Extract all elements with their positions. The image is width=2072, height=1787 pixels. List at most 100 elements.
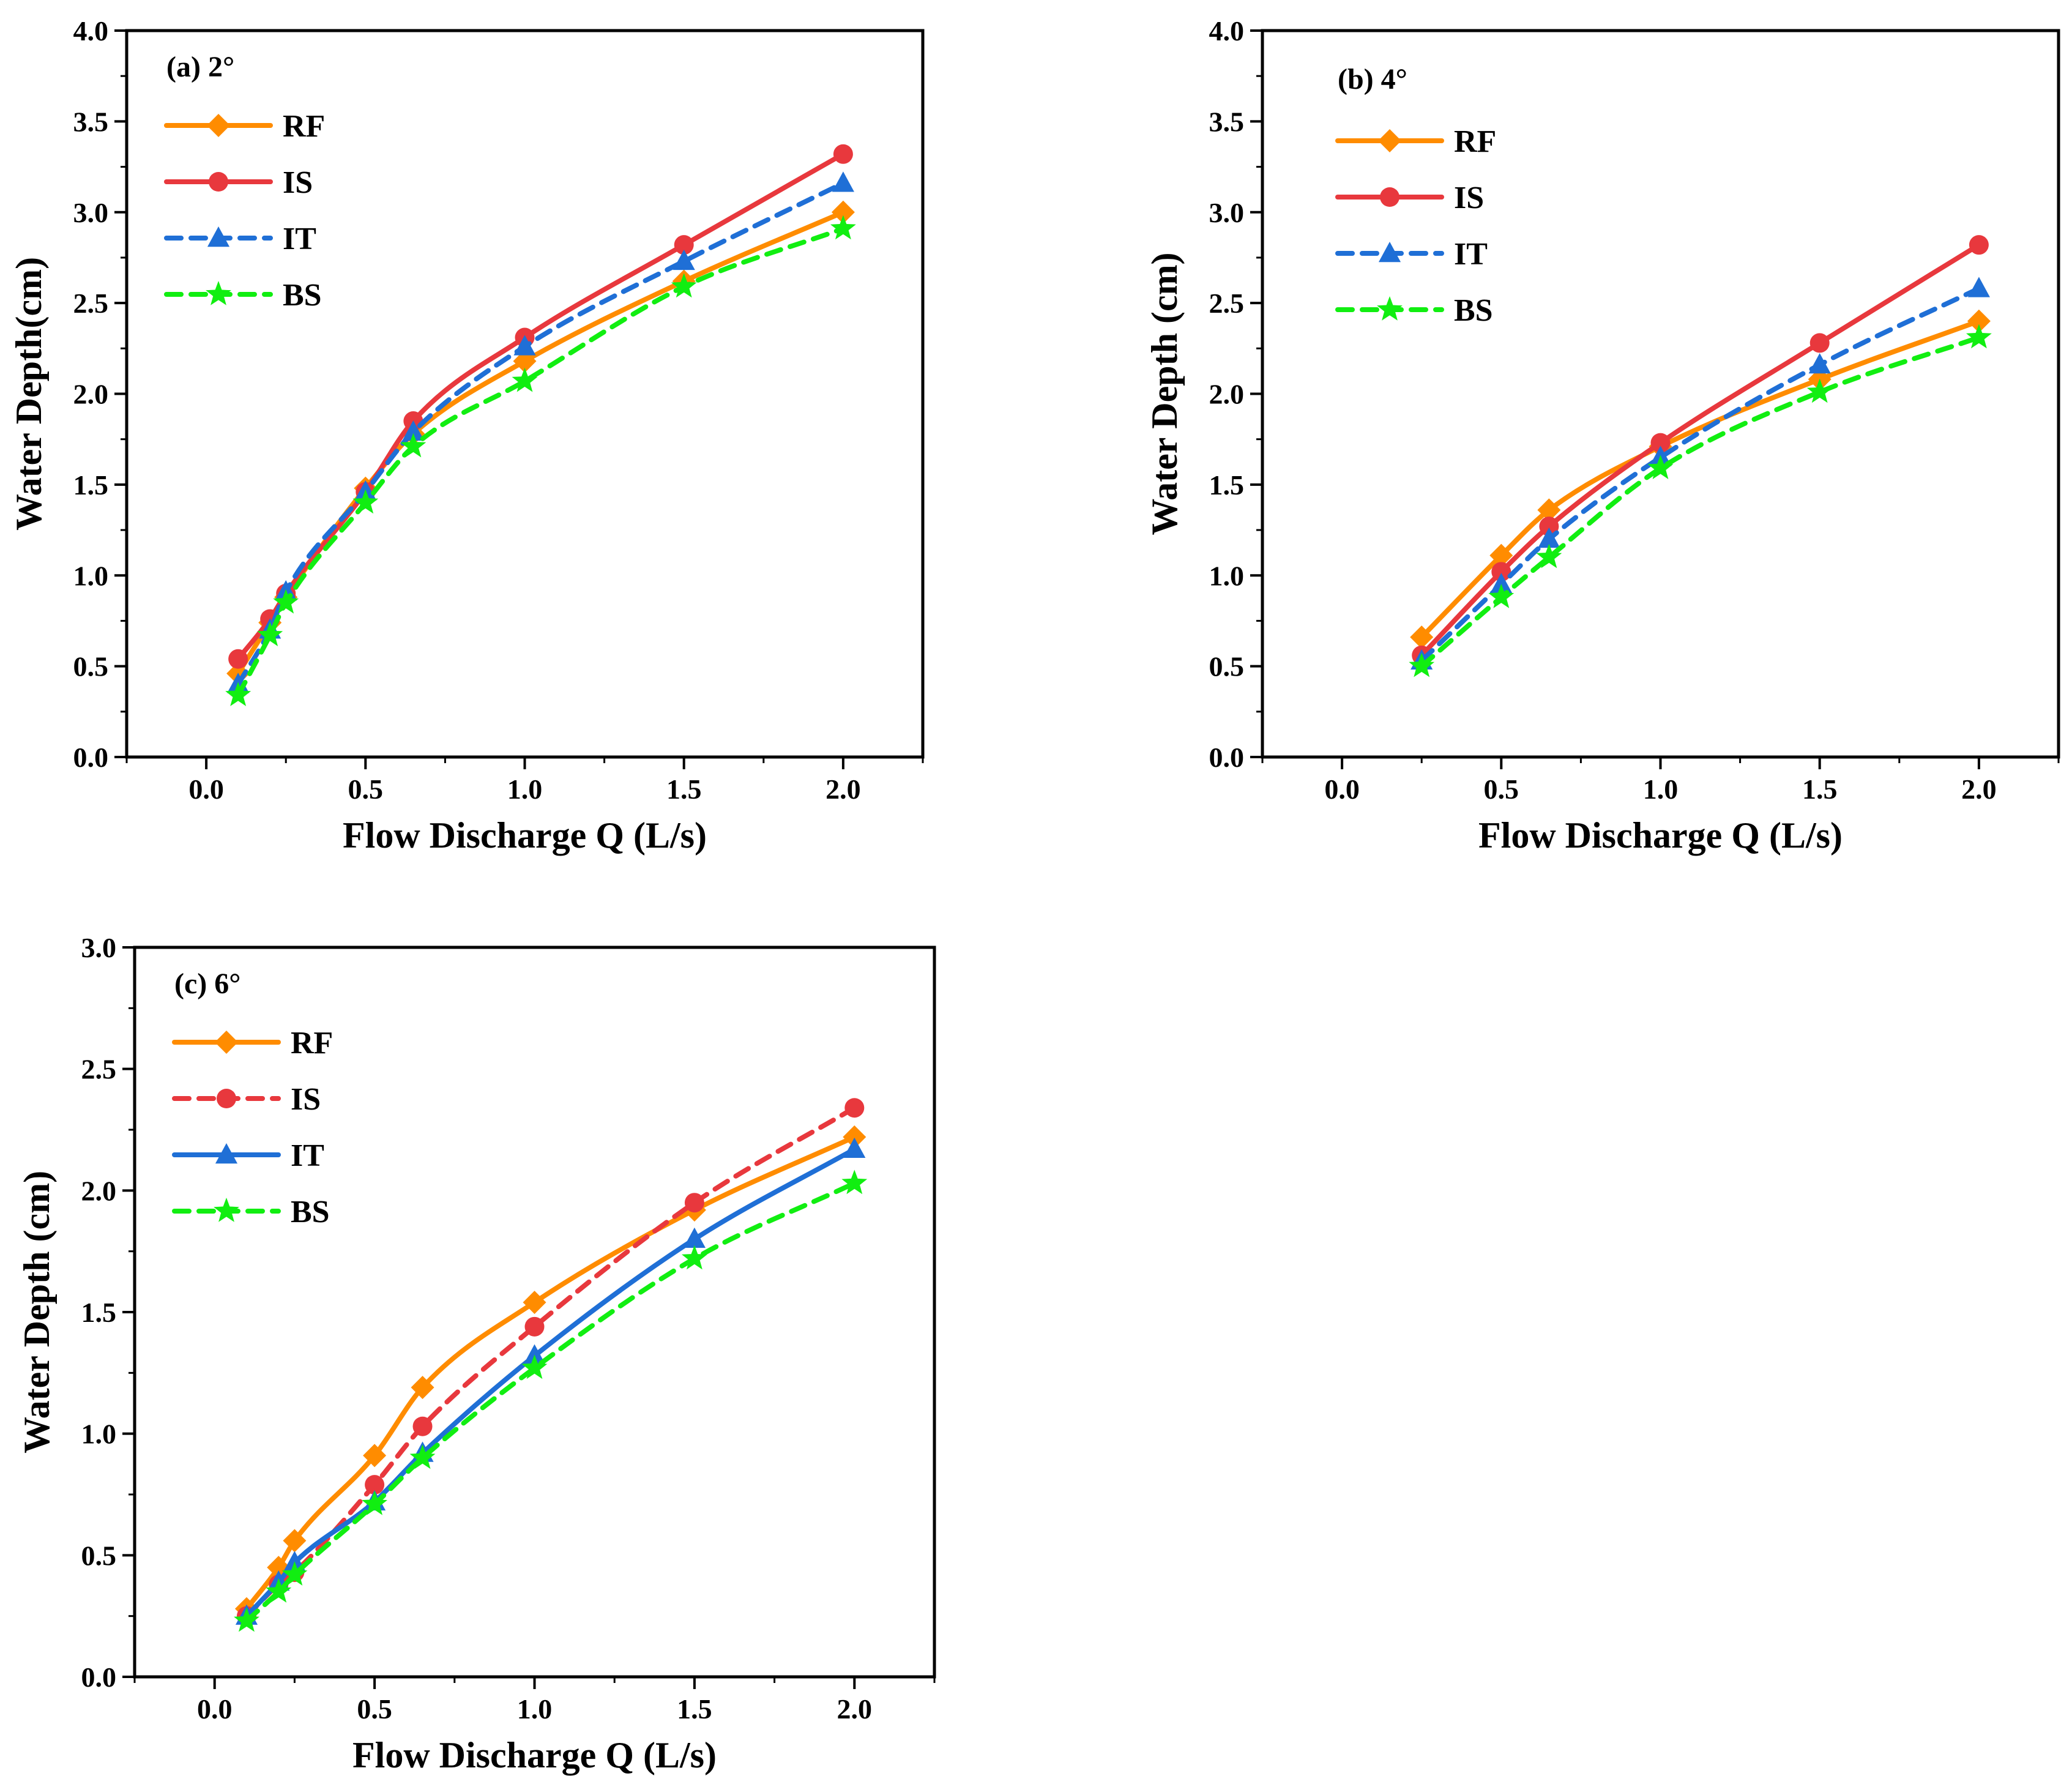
data-point-BS — [682, 1245, 707, 1270]
legend-label-RF: RF — [1454, 124, 1496, 159]
data-point-IT — [843, 1137, 866, 1158]
x-tick-label: 1.5 — [666, 774, 702, 805]
data-point-IS — [524, 1316, 545, 1337]
y-tick-label: 0.5 — [73, 651, 109, 682]
y-tick-label: 1.0 — [1209, 560, 1245, 591]
legend-marker-IS — [217, 1089, 236, 1108]
series-IT — [235, 1137, 866, 1625]
data-point-IS — [1969, 235, 1989, 255]
x-axis-title: Flow Discharge Q (L/s) — [1478, 815, 1843, 856]
legend-item-IS: IS — [164, 165, 313, 200]
data-point-IS — [1650, 433, 1671, 453]
data-point-IT — [1808, 353, 1831, 374]
series-line-BS — [244, 1181, 857, 1624]
series-IT — [1411, 277, 1990, 670]
series-line-IS — [236, 151, 846, 662]
data-point-IT — [1967, 277, 1990, 297]
data-point-BS — [1409, 652, 1435, 677]
legend-marker-IS — [1380, 187, 1399, 207]
data-point-RF — [363, 1444, 387, 1468]
y-tick-label: 1.5 — [73, 469, 109, 501]
y-tick-label: 0.5 — [1209, 651, 1245, 682]
y-tick-label: 0.5 — [81, 1540, 117, 1571]
data-point-IS — [674, 235, 694, 255]
data-point-RF — [523, 1291, 546, 1315]
data-point-BS — [1488, 583, 1515, 608]
series-line-RF — [236, 209, 846, 676]
x-tick-label: 1.0 — [507, 774, 543, 805]
legend-item-RF: RF — [164, 109, 325, 144]
data-point-IS — [684, 1193, 704, 1213]
data-point-RF — [1410, 625, 1434, 649]
data-point-BS — [1647, 455, 1674, 479]
data-point-BS — [225, 682, 252, 706]
data-point-IS — [228, 649, 248, 669]
data-point-RF — [283, 1529, 307, 1553]
legend-item-IS: IS — [172, 1082, 321, 1117]
y-tick-label: 4.0 — [1209, 15, 1245, 47]
data-point-BS — [841, 1170, 868, 1195]
legend-item-RF: RF — [172, 1026, 333, 1061]
y-tick-label: 3.5 — [1209, 106, 1245, 137]
data-point-BS — [352, 489, 379, 514]
data-point-BS — [362, 1490, 387, 1515]
data-point-IT — [673, 249, 695, 270]
chart-panel-b: 0.0 0.5 1.0 1.5 2.0 0.0 0.5 1.0 1.5 2.0 2.5 3.0 3.5 4… — [1144, 15, 2060, 856]
panel-title: (c) 6° — [174, 968, 240, 1000]
data-point-BS — [234, 1607, 259, 1632]
legend: RF IS IT BS — [172, 1026, 333, 1229]
legend-label-IT: IT — [283, 222, 316, 256]
series-line-IS — [244, 1105, 857, 1619]
legend-marker-RF — [1378, 129, 1401, 152]
x-tick-label: 1.5 — [1802, 774, 1838, 805]
y-tick-label: 1.5 — [81, 1297, 117, 1328]
series-BS — [225, 215, 856, 706]
series-line-IT — [236, 181, 846, 687]
x-tick-label: 0.5 — [1484, 774, 1519, 805]
legend-item-IT: IT — [172, 1138, 324, 1173]
data-point-BS — [512, 367, 538, 392]
legend-marker-IS — [209, 172, 228, 192]
data-point-IS — [412, 1416, 433, 1436]
y-tick-label: 0.0 — [1209, 742, 1245, 773]
x-axis-title: Flow Discharge Q (L/s) — [343, 815, 707, 856]
x-tick-label: 1.0 — [1643, 774, 1679, 805]
y-tick-label: 2.0 — [1209, 379, 1245, 410]
data-point-BS — [830, 215, 856, 240]
y-tick-label: 3.5 — [73, 106, 109, 137]
series-BS — [234, 1170, 868, 1632]
data-point-IT — [1538, 527, 1560, 548]
chart-panel-a: 0.0 0.5 1.0 1.5 2.0 0.0 0.5 1.0 1.5 2.0 2.5 3.0 3.5 4… — [9, 15, 925, 856]
legend-label-BS: BS — [291, 1195, 330, 1229]
data-point-BS — [1536, 543, 1562, 569]
legend-label-BS: BS — [1454, 293, 1493, 328]
data-point-BS — [257, 622, 283, 646]
data-point-BS — [266, 1578, 292, 1603]
data-point-IT — [513, 335, 536, 356]
y-tick-label: 2.5 — [1209, 288, 1245, 319]
series-line-BS — [236, 226, 846, 698]
data-point-IS — [365, 1475, 385, 1495]
legend-marker-IT — [207, 226, 230, 247]
data-point-RF — [1537, 498, 1561, 522]
data-point-RF — [831, 200, 855, 224]
y-tick-label: 3.0 — [81, 932, 117, 963]
legend-item-BS: BS — [164, 278, 322, 313]
y-tick-label: 0.0 — [73, 742, 109, 773]
data-point-IT — [523, 1344, 546, 1365]
y-tick-label: 3.0 — [73, 197, 109, 228]
legend-label-IS: IS — [291, 1082, 321, 1117]
x-tick-label: 2.0 — [825, 774, 861, 805]
legend-item-BS: BS — [172, 1195, 330, 1229]
y-axis-title: Water Depth(cm) — [9, 257, 49, 531]
data-point-BS — [273, 589, 299, 614]
x-tick-label: 0.0 — [1324, 774, 1360, 805]
y-tick-label: 0.0 — [81, 1662, 117, 1693]
data-point-BS — [671, 273, 697, 298]
x-tick-label: 0.0 — [197, 1693, 233, 1725]
legend-item-IS: IS — [1335, 181, 1484, 215]
x-tick-label: 2.0 — [837, 1693, 873, 1725]
y-axis-title: Water Depth (cm) — [1144, 252, 1185, 535]
legend-label-RF: RF — [283, 109, 325, 144]
x-tick-label: 2.0 — [1961, 774, 1997, 805]
